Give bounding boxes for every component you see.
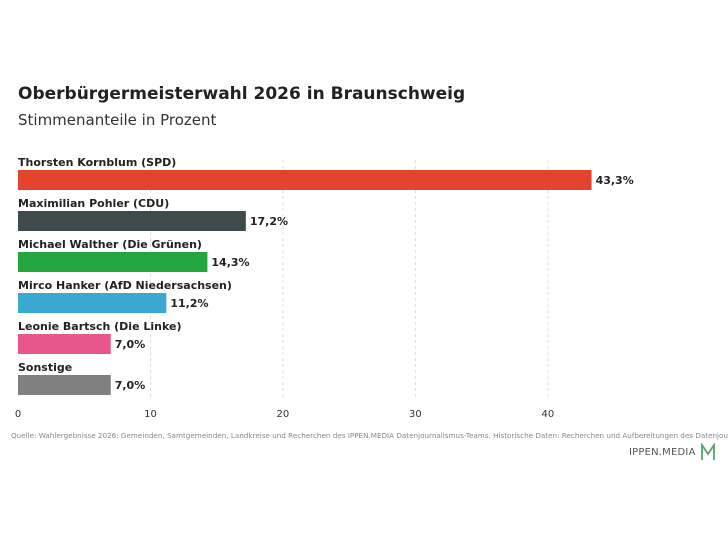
data-label: 7,0% — [115, 338, 146, 351]
publisher-logo: IPPEN.MEDIA — [629, 442, 716, 462]
bar — [18, 211, 246, 231]
data-label: 14,3% — [211, 256, 249, 269]
data-label: 7,0% — [115, 379, 146, 392]
bar — [18, 334, 111, 354]
bar — [18, 293, 167, 313]
data-label: 11,2% — [170, 297, 208, 310]
category-label: Leonie Bartsch (Die Linke) — [18, 320, 181, 333]
logo-m-icon — [700, 443, 715, 460]
source-note: Quelle: Wahlergebnisse 2026: Gemeinden, … — [11, 431, 728, 440]
x-tick-label: 20 — [277, 409, 290, 420]
x-tick-label: 10 — [144, 409, 157, 420]
chart-subtitle: Stimmenanteile in Prozent — [18, 111, 217, 129]
chart-title: Oberbürgermeisterwahl 2026 in Braunschwe… — [18, 84, 466, 104]
bar-chart: Thorsten Kornblum (SPD) 43,3% Maximilian P… — [15, 156, 634, 420]
bar — [18, 375, 111, 395]
x-tick-label: 30 — [409, 409, 422, 420]
bar — [18, 170, 592, 190]
x-tick-label: 0 — [15, 409, 21, 420]
x-tick-label: 40 — [541, 409, 554, 420]
category-label: Thorsten Kornblum (SPD) — [18, 156, 176, 169]
data-label: 43,3% — [596, 174, 634, 187]
category-label: Mirco Hanker (AfD Niedersachsen) — [18, 279, 232, 292]
bar — [18, 252, 208, 272]
category-label: Michael Walther (Die Grünen) — [18, 238, 202, 251]
category-label: Sonstige — [18, 361, 72, 374]
logo-text: IPPEN.MEDIA — [629, 446, 696, 458]
category-label: Maximilian Pohler (CDU) — [18, 197, 169, 210]
data-label: 17,2% — [250, 215, 288, 228]
